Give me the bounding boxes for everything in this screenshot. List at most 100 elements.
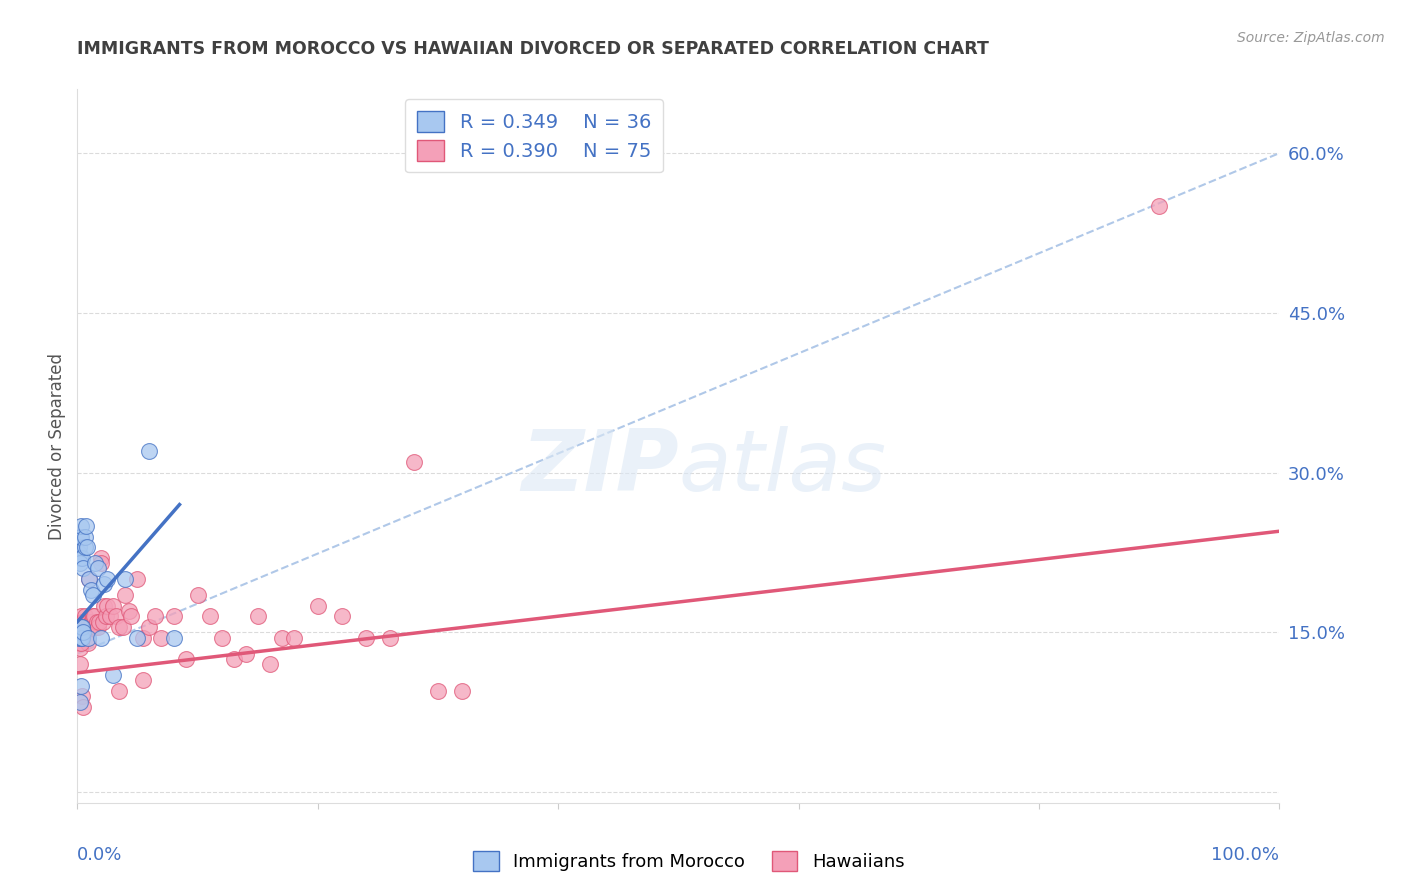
Point: [187, 588, 209, 602]
Point: [72, 700, 94, 714]
Point: [72, 615, 94, 629]
Point: [70, 625, 93, 640]
Point: [127, 631, 149, 645]
Point: [67, 636, 90, 650]
Point: [354, 631, 377, 645]
Point: [82, 588, 104, 602]
Point: [138, 444, 160, 458]
Point: [79, 615, 101, 629]
Point: [77, 636, 100, 650]
Point: [69, 695, 91, 709]
Point: [90, 556, 112, 570]
Point: [90, 550, 112, 565]
Point: [120, 609, 142, 624]
Point: [70, 620, 93, 634]
Point: [93, 599, 115, 613]
Point: [127, 572, 149, 586]
Point: [307, 599, 329, 613]
Point: [75, 519, 97, 533]
Point: [72, 625, 94, 640]
Point: [69, 641, 91, 656]
Point: [70, 550, 93, 565]
Point: [162, 609, 184, 624]
Point: [70, 519, 93, 533]
Point: [69, 631, 91, 645]
Y-axis label: Divorced or Separated: Divorced or Separated: [48, 352, 66, 540]
Point: [87, 561, 110, 575]
Point: [378, 631, 401, 645]
Point: [70, 620, 93, 634]
Point: [198, 609, 221, 624]
Point: [69, 620, 91, 634]
Point: [69, 657, 91, 672]
Point: [111, 620, 134, 634]
Text: atlas: atlas: [679, 425, 886, 509]
Point: [79, 582, 101, 597]
Point: [79, 572, 101, 586]
Point: [75, 615, 97, 629]
Point: [108, 684, 131, 698]
Point: [270, 631, 292, 645]
Point: [76, 615, 98, 629]
Point: [69, 529, 91, 543]
Point: [96, 609, 118, 624]
Point: [93, 577, 115, 591]
Point: [76, 540, 98, 554]
Point: [79, 620, 101, 634]
Point: [72, 625, 94, 640]
Text: 100.0%: 100.0%: [1212, 846, 1279, 863]
Point: [77, 631, 100, 645]
Point: [79, 615, 101, 629]
Point: [96, 572, 118, 586]
Point: [222, 652, 245, 666]
Point: [174, 652, 197, 666]
Point: [69, 556, 91, 570]
Point: [90, 631, 112, 645]
Point: [70, 690, 93, 704]
Point: [70, 631, 93, 645]
Point: [402, 455, 425, 469]
Point: [103, 599, 125, 613]
Point: [259, 657, 281, 672]
Point: [108, 620, 131, 634]
Point: [84, 556, 107, 570]
Point: [67, 631, 90, 645]
Point: [132, 673, 155, 688]
Point: [70, 625, 93, 640]
Point: [330, 609, 353, 624]
Point: [211, 631, 233, 645]
Legend: R = 0.349    N = 36, R = 0.390    N = 75: R = 0.349 N = 36, R = 0.390 N = 75: [405, 99, 662, 172]
Point: [79, 572, 101, 586]
Point: [69, 550, 91, 565]
Point: [427, 684, 450, 698]
Point: [84, 620, 107, 634]
Point: [150, 631, 173, 645]
Point: [162, 631, 184, 645]
Point: [103, 668, 125, 682]
Point: [70, 631, 93, 645]
Point: [73, 609, 96, 624]
Point: [72, 561, 94, 575]
Point: [96, 599, 118, 613]
Point: [73, 529, 96, 543]
Point: [114, 572, 136, 586]
Point: [70, 615, 93, 629]
Point: [87, 615, 110, 629]
Point: [67, 545, 90, 559]
Point: [75, 620, 97, 634]
Point: [70, 679, 93, 693]
Point: [70, 631, 93, 645]
Point: [132, 631, 155, 645]
Point: [246, 609, 269, 624]
Point: [451, 684, 474, 698]
Point: [70, 529, 93, 543]
Point: [98, 609, 121, 624]
Text: IMMIGRANTS FROM MOROCCO VS HAWAIIAN DIVORCED OR SEPARATED CORRELATION CHART: IMMIGRANTS FROM MOROCCO VS HAWAIIAN DIVO…: [77, 40, 990, 58]
Point: [114, 588, 136, 602]
Point: [76, 631, 98, 645]
Point: [67, 540, 90, 554]
Point: [73, 625, 96, 640]
Text: 0.0%: 0.0%: [77, 846, 122, 863]
Point: [69, 625, 91, 640]
Point: [104, 609, 127, 624]
